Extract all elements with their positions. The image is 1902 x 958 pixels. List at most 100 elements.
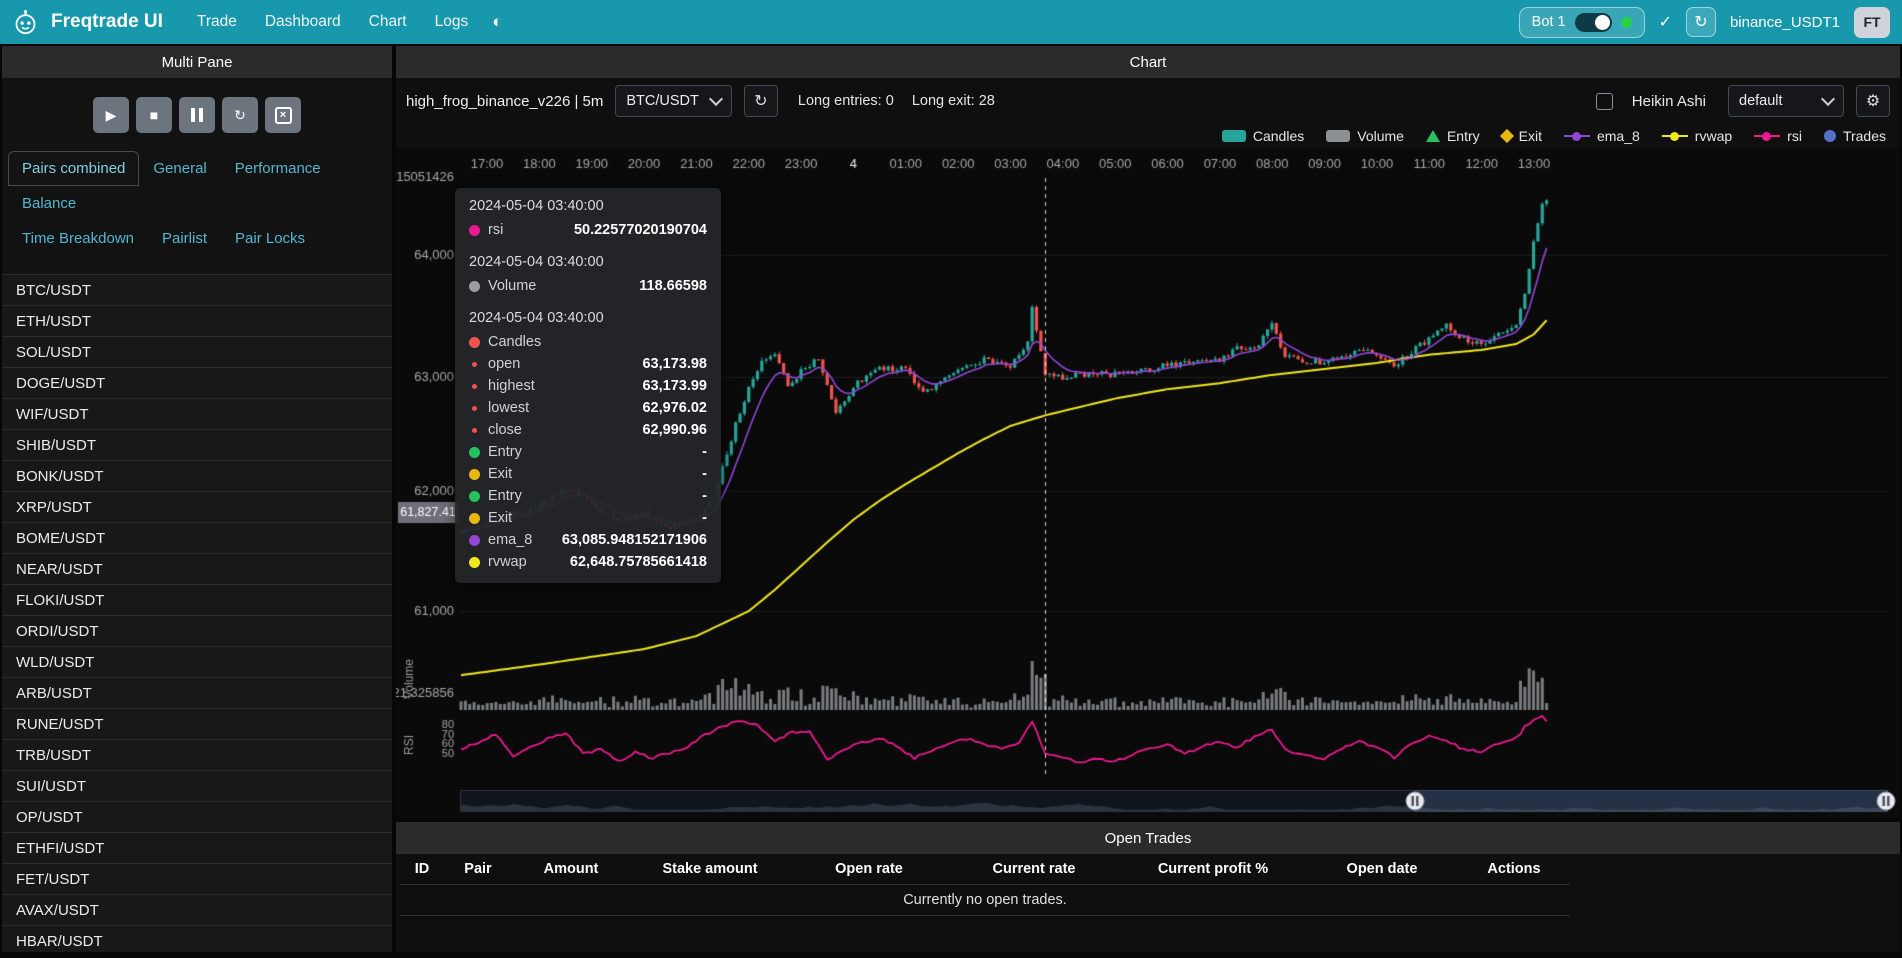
legend-item-trades[interactable]: Trades xyxy=(1824,128,1886,144)
tab-pair-locks[interactable]: Pair Locks xyxy=(221,221,319,256)
pair-item-fet-usdt[interactable]: FET/USDT xyxy=(2,864,392,895)
theme-toggle-icon[interactable]: ◐ xyxy=(492,12,502,32)
heikin-ashi-checkbox[interactable] xyxy=(1596,93,1613,110)
volume-legend-icon xyxy=(1326,130,1350,142)
chart-card: Chart high_frog_binance_v226 | 5m BTC/US… xyxy=(396,46,1900,818)
chart-refresh-button[interactable]: ↻ xyxy=(744,85,778,117)
pair-item-xrp-usdt[interactable]: XRP/USDT xyxy=(2,492,392,523)
nav-link-trade[interactable]: Trade xyxy=(197,13,237,31)
column-id[interactable]: ID xyxy=(400,861,444,877)
open-trades-card: Open Trades IDPairAmountStake amountOpen… xyxy=(396,822,1900,952)
pair-item-hbar-usdt[interactable]: HBAR/USDT xyxy=(2,926,392,952)
column-current-profit[interactable]: Current profit % xyxy=(1120,861,1306,877)
legend-item-entry[interactable]: Entry xyxy=(1426,128,1480,144)
plot-config-select[interactable]: default xyxy=(1728,85,1844,117)
long-entries-label: Long entries: 0 xyxy=(798,93,894,109)
pair-item-trb-usdt[interactable]: TRB/USDT xyxy=(2,740,392,771)
pair-item-wld-usdt[interactable]: WLD/USDT xyxy=(2,647,392,678)
tab-pairlist[interactable]: Pairlist xyxy=(148,221,221,256)
chart-canvas[interactable] xyxy=(396,148,1900,818)
pair-item-shib-usdt[interactable]: SHIB/USDT xyxy=(2,430,392,461)
nav-link-chart[interactable]: Chart xyxy=(369,13,407,31)
pair-item-near-usdt[interactable]: NEAR/USDT xyxy=(2,554,392,585)
cancel-open-orders-button[interactable]: × xyxy=(265,97,301,133)
pair-item-sol-usdt[interactable]: SOL/USDT xyxy=(2,337,392,368)
strategy-label: high_frog_binance_v226 | 5m xyxy=(406,93,603,110)
tab-pairs-combined[interactable]: Pairs combined xyxy=(8,151,139,186)
multi-pane-header: Multi Pane xyxy=(2,46,392,78)
right-panel: Chart high_frog_binance_v226 | 5m BTC/US… xyxy=(396,46,1900,952)
gear-icon: ⚙ xyxy=(1866,91,1880,111)
pair-select[interactable]: BTC/USDT xyxy=(615,85,732,117)
pair-item-bonk-usdt[interactable]: BONK/USDT xyxy=(2,461,392,492)
trades-legend-icon xyxy=(1824,130,1836,142)
open-trades-table-header: IDPairAmountStake amountOpen rateCurrent… xyxy=(400,854,1570,885)
legend-label: rvwap xyxy=(1695,128,1732,144)
legend-item-rvwap[interactable]: rvwap xyxy=(1662,128,1732,144)
global-refresh-button[interactable]: ↻ xyxy=(1686,7,1716,37)
long-exit-label: Long exit: 28 xyxy=(912,93,995,109)
column-current-rate[interactable]: Current rate xyxy=(948,861,1120,877)
plot-settings-button[interactable]: ⚙ xyxy=(1856,85,1890,117)
pause-button[interactable] xyxy=(179,97,215,133)
play-button[interactable]: ▶ xyxy=(93,97,129,133)
nav-link-dashboard[interactable]: Dashboard xyxy=(265,13,341,31)
open-trades-header: Open Trades xyxy=(396,822,1900,854)
tab-performance[interactable]: Performance xyxy=(221,151,335,186)
column-amount[interactable]: Amount xyxy=(512,861,630,877)
tab-time-breakdown[interactable]: Time Breakdown xyxy=(8,221,148,256)
pair-item-eth-usdt[interactable]: ETH/USDT xyxy=(2,306,392,337)
plot-config-value: default xyxy=(1739,93,1783,109)
nav-link-logs[interactable]: Logs xyxy=(435,13,469,31)
pause-icon xyxy=(191,108,195,122)
check-icon: ✓ xyxy=(1659,12,1672,32)
multi-pane-tabs-row1: Pairs combinedGeneralPerformance Balance xyxy=(2,151,392,221)
pair-item-op-usdt[interactable]: OP/USDT xyxy=(2,802,392,833)
legend-label: rsi xyxy=(1787,128,1802,144)
legend-item-rsi[interactable]: rsi xyxy=(1754,128,1802,144)
pair-item-ethfi-usdt[interactable]: ETHFI/USDT xyxy=(2,833,392,864)
column-stake-amount[interactable]: Stake amount xyxy=(630,861,790,877)
legend-item-volume[interactable]: Volume xyxy=(1326,128,1404,144)
column-pair[interactable]: Pair xyxy=(444,861,512,877)
freqtrade-logo-icon[interactable] xyxy=(12,9,39,36)
reload-button[interactable]: ↻ xyxy=(222,97,258,133)
column-open-date[interactable]: Open date xyxy=(1306,861,1458,877)
chart-legend: Candles Volume Entry Exit ema_8 rvwap rsi Trade… xyxy=(396,124,1900,148)
legend-label: Entry xyxy=(1447,128,1480,144)
ema-8-legend-icon xyxy=(1564,131,1590,142)
legend-item-exit[interactable]: Exit xyxy=(1502,128,1542,144)
legend-label: Volume xyxy=(1357,128,1404,144)
avatar[interactable]: FT xyxy=(1854,7,1890,38)
main-content: Multi Pane ▶■ ↻ × Pairs combinedGeneralPer… xyxy=(0,44,1902,954)
pair-item-floki-usdt[interactable]: FLOKI/USDT xyxy=(2,585,392,616)
pair-item-btc-usdt[interactable]: BTC/USDT xyxy=(2,275,392,306)
exchange-label: binance_USDT1 xyxy=(1730,14,1840,31)
entry-legend-icon xyxy=(1426,130,1440,142)
legend-label: Candles xyxy=(1253,128,1304,144)
pair-item-ordi-usdt[interactable]: ORDI/USDT xyxy=(2,616,392,647)
bot-selector[interactable]: Bot 1 xyxy=(1519,7,1645,38)
legend-item-candles[interactable]: Candles xyxy=(1222,128,1304,144)
column-open-rate[interactable]: Open rate xyxy=(790,861,948,877)
column-actions[interactable]: Actions xyxy=(1458,861,1570,877)
bot-toggle[interactable] xyxy=(1575,13,1612,32)
legend-item-ema-8[interactable]: ema_8 xyxy=(1564,128,1640,144)
stop-button[interactable]: ■ xyxy=(136,97,172,133)
chevron-down-icon xyxy=(709,92,723,106)
pair-item-avax-usdt[interactable]: AVAX/USDT xyxy=(2,895,392,926)
pair-item-doge-usdt[interactable]: DOGE/USDT xyxy=(2,368,392,399)
pair-item-sui-usdt[interactable]: SUI/USDT xyxy=(2,771,392,802)
pair-item-bome-usdt[interactable]: BOME/USDT xyxy=(2,523,392,554)
pair-item-wif-usdt[interactable]: WIF/USDT xyxy=(2,399,392,430)
tab-general[interactable]: General xyxy=(139,151,220,186)
pair-item-rune-usdt[interactable]: RUNE/USDT xyxy=(2,709,392,740)
chart-header: Chart xyxy=(396,46,1900,78)
pair-list: BTC/USDTETH/USDTSOL/USDTDOGE/USDTWIF/USD… xyxy=(2,274,392,952)
pair-item-arb-usdt[interactable]: ARB/USDT xyxy=(2,678,392,709)
reload-icon: ↻ xyxy=(234,107,246,124)
brand-title[interactable]: Freqtrade UI xyxy=(51,11,163,33)
exit-legend-icon xyxy=(1500,129,1514,143)
tab-balance[interactable]: Balance xyxy=(8,186,90,221)
open-trades-empty-message: Currently no open trades. xyxy=(400,885,1570,916)
